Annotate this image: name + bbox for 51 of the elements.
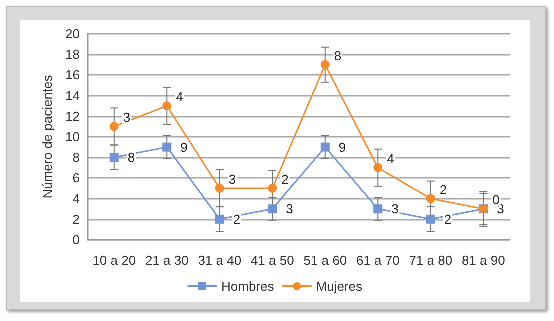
point (374, 204, 383, 214)
point (215, 214, 224, 224)
point (320, 60, 330, 70)
point (374, 163, 383, 172)
x-tick-label: 51 a 60 (304, 253, 348, 268)
legend-label: Mujeres (316, 279, 363, 294)
y-tick-label: 20 (66, 26, 80, 42)
legend-label: Hombres (222, 279, 275, 294)
y-tick-label: 4 (72, 191, 80, 206)
data-label: 8 (128, 150, 136, 166)
y-tick-label: 8 (72, 150, 80, 166)
y-tick-label: 10 (66, 130, 80, 144)
data-label: 2 (233, 212, 241, 227)
annotation: 2 (440, 182, 448, 198)
annotation: 3 (123, 110, 131, 126)
x-tick-label: 81 a 90 (462, 253, 506, 268)
point (215, 184, 224, 193)
y-tick-label: 16 (66, 68, 80, 83)
y-tick-label: 14 (66, 88, 80, 104)
data-label: 9 (338, 140, 346, 155)
x-tick-label: 21 a 30 (145, 253, 189, 268)
point (268, 184, 278, 193)
annotation: 0 (492, 192, 500, 208)
point (426, 194, 436, 204)
point (426, 214, 436, 224)
point (162, 142, 172, 152)
y-tick-label: 2 (72, 212, 80, 227)
point (268, 204, 278, 214)
data-label: 3 (392, 202, 399, 217)
x-tick-label: 31 a 40 (198, 253, 242, 268)
annotation: 3 (228, 172, 236, 187)
x-tick-label: 41 a 50 (250, 253, 294, 268)
y-tick-label: 0 (72, 232, 80, 248)
x-tick-label: 10 a 20 (92, 253, 136, 268)
x-tick-label: 71 a 80 (409, 253, 453, 268)
data-label: 3 (286, 202, 294, 217)
y-tick-label: 12 (66, 108, 80, 124)
y-tick-label: 6 (72, 170, 80, 186)
data-label: 9 (180, 140, 188, 155)
y-tick-label: 18 (66, 47, 80, 62)
data-label: 2 (444, 212, 452, 227)
y-axis-title: Número de pacientes (40, 74, 55, 199)
point (320, 142, 330, 152)
point (162, 102, 172, 111)
x-tick-label: 61 a 70 (356, 253, 400, 268)
annotation: 4 (387, 151, 394, 166)
point (110, 122, 119, 132)
point (110, 153, 119, 162)
annotation: 2 (282, 172, 289, 187)
annotation: 4 (176, 90, 184, 105)
annotation: 8 (334, 48, 342, 64)
